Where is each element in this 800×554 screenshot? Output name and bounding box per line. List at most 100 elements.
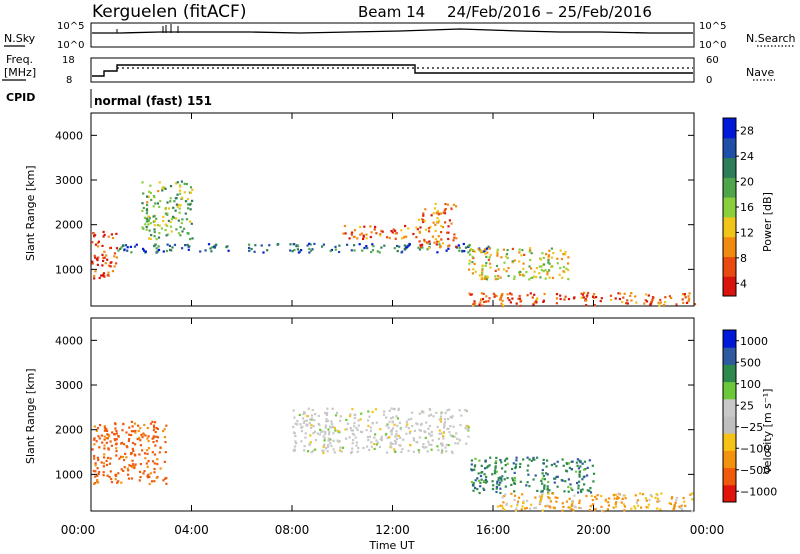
power-data-cell xyxy=(184,200,188,203)
velocity-data-cell xyxy=(92,469,95,473)
velocity-data-cell xyxy=(373,447,376,450)
power-data-cell xyxy=(567,278,570,281)
velocity-data-cell xyxy=(489,456,492,459)
velocity-data-cell xyxy=(630,507,633,510)
velocity-data-cell xyxy=(439,420,442,423)
velocity-data-cell xyxy=(596,494,599,497)
power-data-cell xyxy=(179,226,182,229)
velocity-data-cell xyxy=(583,483,586,486)
power-colorbar-swatch xyxy=(723,276,736,297)
velocity-data-cell xyxy=(164,477,167,480)
velocity-data-cell xyxy=(151,420,154,423)
velocity-data-cell xyxy=(144,434,147,437)
velocity-data-cell xyxy=(151,460,155,463)
power-data-cell xyxy=(522,267,525,270)
power-data-cell xyxy=(436,240,439,243)
velocity-data-cell xyxy=(353,433,356,436)
power-data-cell xyxy=(523,253,526,256)
velocity-data-cell xyxy=(526,456,529,459)
x-tick-label: 16:00 xyxy=(476,523,511,537)
power-data-cell xyxy=(450,222,453,225)
power-data-cell xyxy=(543,263,546,266)
power-data-cell xyxy=(266,249,269,252)
power-data-cell xyxy=(162,186,165,189)
velocity-data-cell xyxy=(100,434,103,437)
power-data-cell xyxy=(145,209,149,212)
velocity-data-cell xyxy=(504,470,507,473)
power-data-cell xyxy=(518,251,521,254)
velocity-data-cell xyxy=(617,497,620,500)
power-data-cell xyxy=(177,219,180,222)
velocity-data-cell xyxy=(329,438,332,441)
power-data-cell xyxy=(580,296,583,299)
power-data-cell xyxy=(542,299,545,302)
power-data-cell xyxy=(435,220,438,223)
power-data-cell xyxy=(488,297,491,300)
power-data-cell xyxy=(481,264,484,267)
velocity-data-cell xyxy=(303,412,306,415)
power-data-cell xyxy=(492,292,495,295)
power-data-cell xyxy=(477,248,480,251)
velocity-data-cell xyxy=(672,508,675,511)
power-data-cell xyxy=(145,225,148,229)
velocity-data-cell xyxy=(422,411,425,414)
power-data-cell xyxy=(552,252,555,255)
power-data-cell xyxy=(544,277,547,280)
velocity-colorbar-swatch xyxy=(723,416,736,434)
velocity-data-cell xyxy=(581,488,584,491)
power-data-cell xyxy=(415,226,418,229)
velocity-data-cell xyxy=(367,419,370,422)
power-data-cell xyxy=(681,298,684,301)
x-axis-label: Time UT xyxy=(368,539,414,552)
velocity-data-cell xyxy=(115,454,118,457)
power-data-cell xyxy=(471,261,474,264)
power-data-cell xyxy=(486,251,489,254)
power-data-cell xyxy=(130,251,133,254)
power-data-cell xyxy=(623,292,626,295)
velocity-data-cell xyxy=(130,464,133,468)
freq-tick-top: 18 xyxy=(62,55,75,66)
power-data-cell xyxy=(94,256,97,259)
velocity-data-cell xyxy=(612,506,615,509)
power-data-cell xyxy=(540,265,543,268)
velocity-data-cell xyxy=(336,439,339,442)
velocity-data-cell xyxy=(495,490,498,494)
power-data-cell xyxy=(93,274,96,278)
velocity-data-cell xyxy=(512,462,515,465)
velocity-data-cell xyxy=(296,423,299,426)
velocity-data-cell xyxy=(589,487,592,490)
noise-left-label: N.Sky xyxy=(4,32,36,45)
velocity-data-cell xyxy=(533,507,536,510)
velocity-data-cell xyxy=(412,437,415,440)
velocity-data-cell xyxy=(139,444,142,447)
velocity-colorbar-tick-label: −500 xyxy=(740,464,770,477)
power-data-cell xyxy=(437,235,440,238)
velocity-data-cell xyxy=(614,502,617,505)
velocity-data-cell xyxy=(658,500,661,503)
freq-line xyxy=(92,64,693,77)
power-data-cell xyxy=(650,301,653,304)
velocity-data-cell xyxy=(578,475,581,478)
velocity-data-cell xyxy=(322,435,325,438)
velocity-colorbar-swatch xyxy=(723,330,736,348)
power-data-cell xyxy=(536,297,539,300)
velocity-data-cell xyxy=(646,506,650,509)
power-data-cell xyxy=(123,248,126,251)
velocity-data-cell xyxy=(480,478,483,481)
power-colorbar-swatch xyxy=(723,236,736,257)
velocity-data-cell xyxy=(337,429,340,433)
power-data-cell xyxy=(486,276,489,279)
velocity-data-cell xyxy=(139,439,142,442)
velocity-data-cell xyxy=(474,479,477,482)
velocity-data-cell xyxy=(501,496,504,499)
power-data-cell xyxy=(503,261,506,264)
velocity-data-cell xyxy=(516,502,519,505)
velocity-data-cell xyxy=(416,423,419,426)
power-data-cell xyxy=(435,212,438,215)
power-data-cell xyxy=(684,296,687,299)
power-data-cell xyxy=(338,244,341,247)
power-data-cell xyxy=(268,244,271,247)
power-data-cell xyxy=(510,293,513,296)
power-data-cell xyxy=(561,276,564,279)
power-data-cell xyxy=(120,246,123,249)
